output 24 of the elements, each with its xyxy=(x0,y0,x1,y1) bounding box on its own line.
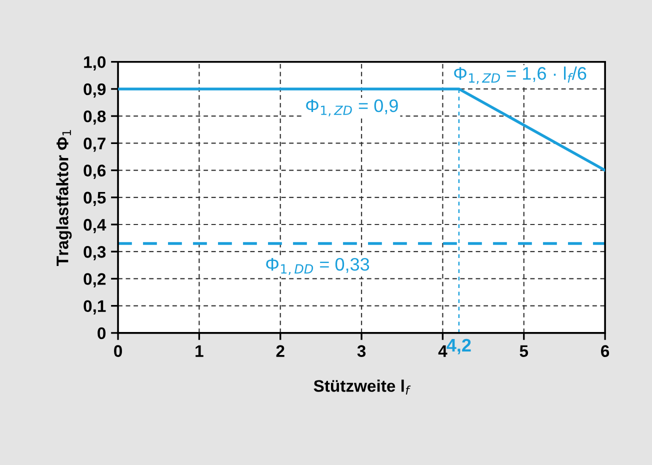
y-tick-label: 0,3 xyxy=(84,246,106,260)
y-tick-label: 0,5 xyxy=(84,192,106,206)
x-tick-label: 2 xyxy=(276,345,284,357)
y-axis-title: Traglastfaktor Φ$_{1}$ xyxy=(56,130,72,266)
y-tick-label: 1,0 xyxy=(84,56,106,70)
y-tick-label: 0 xyxy=(98,327,106,340)
y-tick-label: 0,6 xyxy=(84,164,106,179)
y-tick-label: 0,8 xyxy=(84,110,106,125)
x-tick-label: 4 xyxy=(438,345,448,357)
x-axis-title: Stützweite l$_{f}$ xyxy=(314,380,411,394)
ref-line-label: 4,2 xyxy=(446,338,471,354)
annotation: Φ$_{1,ZD}$ = 0,9 xyxy=(306,99,398,116)
x-tick-label: 3 xyxy=(357,345,366,358)
y-tick-label: 0,2 xyxy=(84,273,106,288)
x-tick-label: 5 xyxy=(520,345,528,357)
annotation: Φ$_{1,ZD}$ = 1,6 · l$_{f}$/6 xyxy=(454,66,586,84)
annotation: Φ$_{1,DD}$ = 0,33 xyxy=(266,258,370,275)
y-tick-label: 0,1 xyxy=(84,300,106,314)
y-tick-label: 0,9 xyxy=(84,83,106,98)
x-tick-label: 1 xyxy=(196,345,204,357)
x-tick-label: 6 xyxy=(601,345,610,357)
y-tick-label: 0,4 xyxy=(84,218,106,234)
y-tick-label: 0,7 xyxy=(84,138,106,152)
x-tick-label: 0 xyxy=(114,345,122,357)
